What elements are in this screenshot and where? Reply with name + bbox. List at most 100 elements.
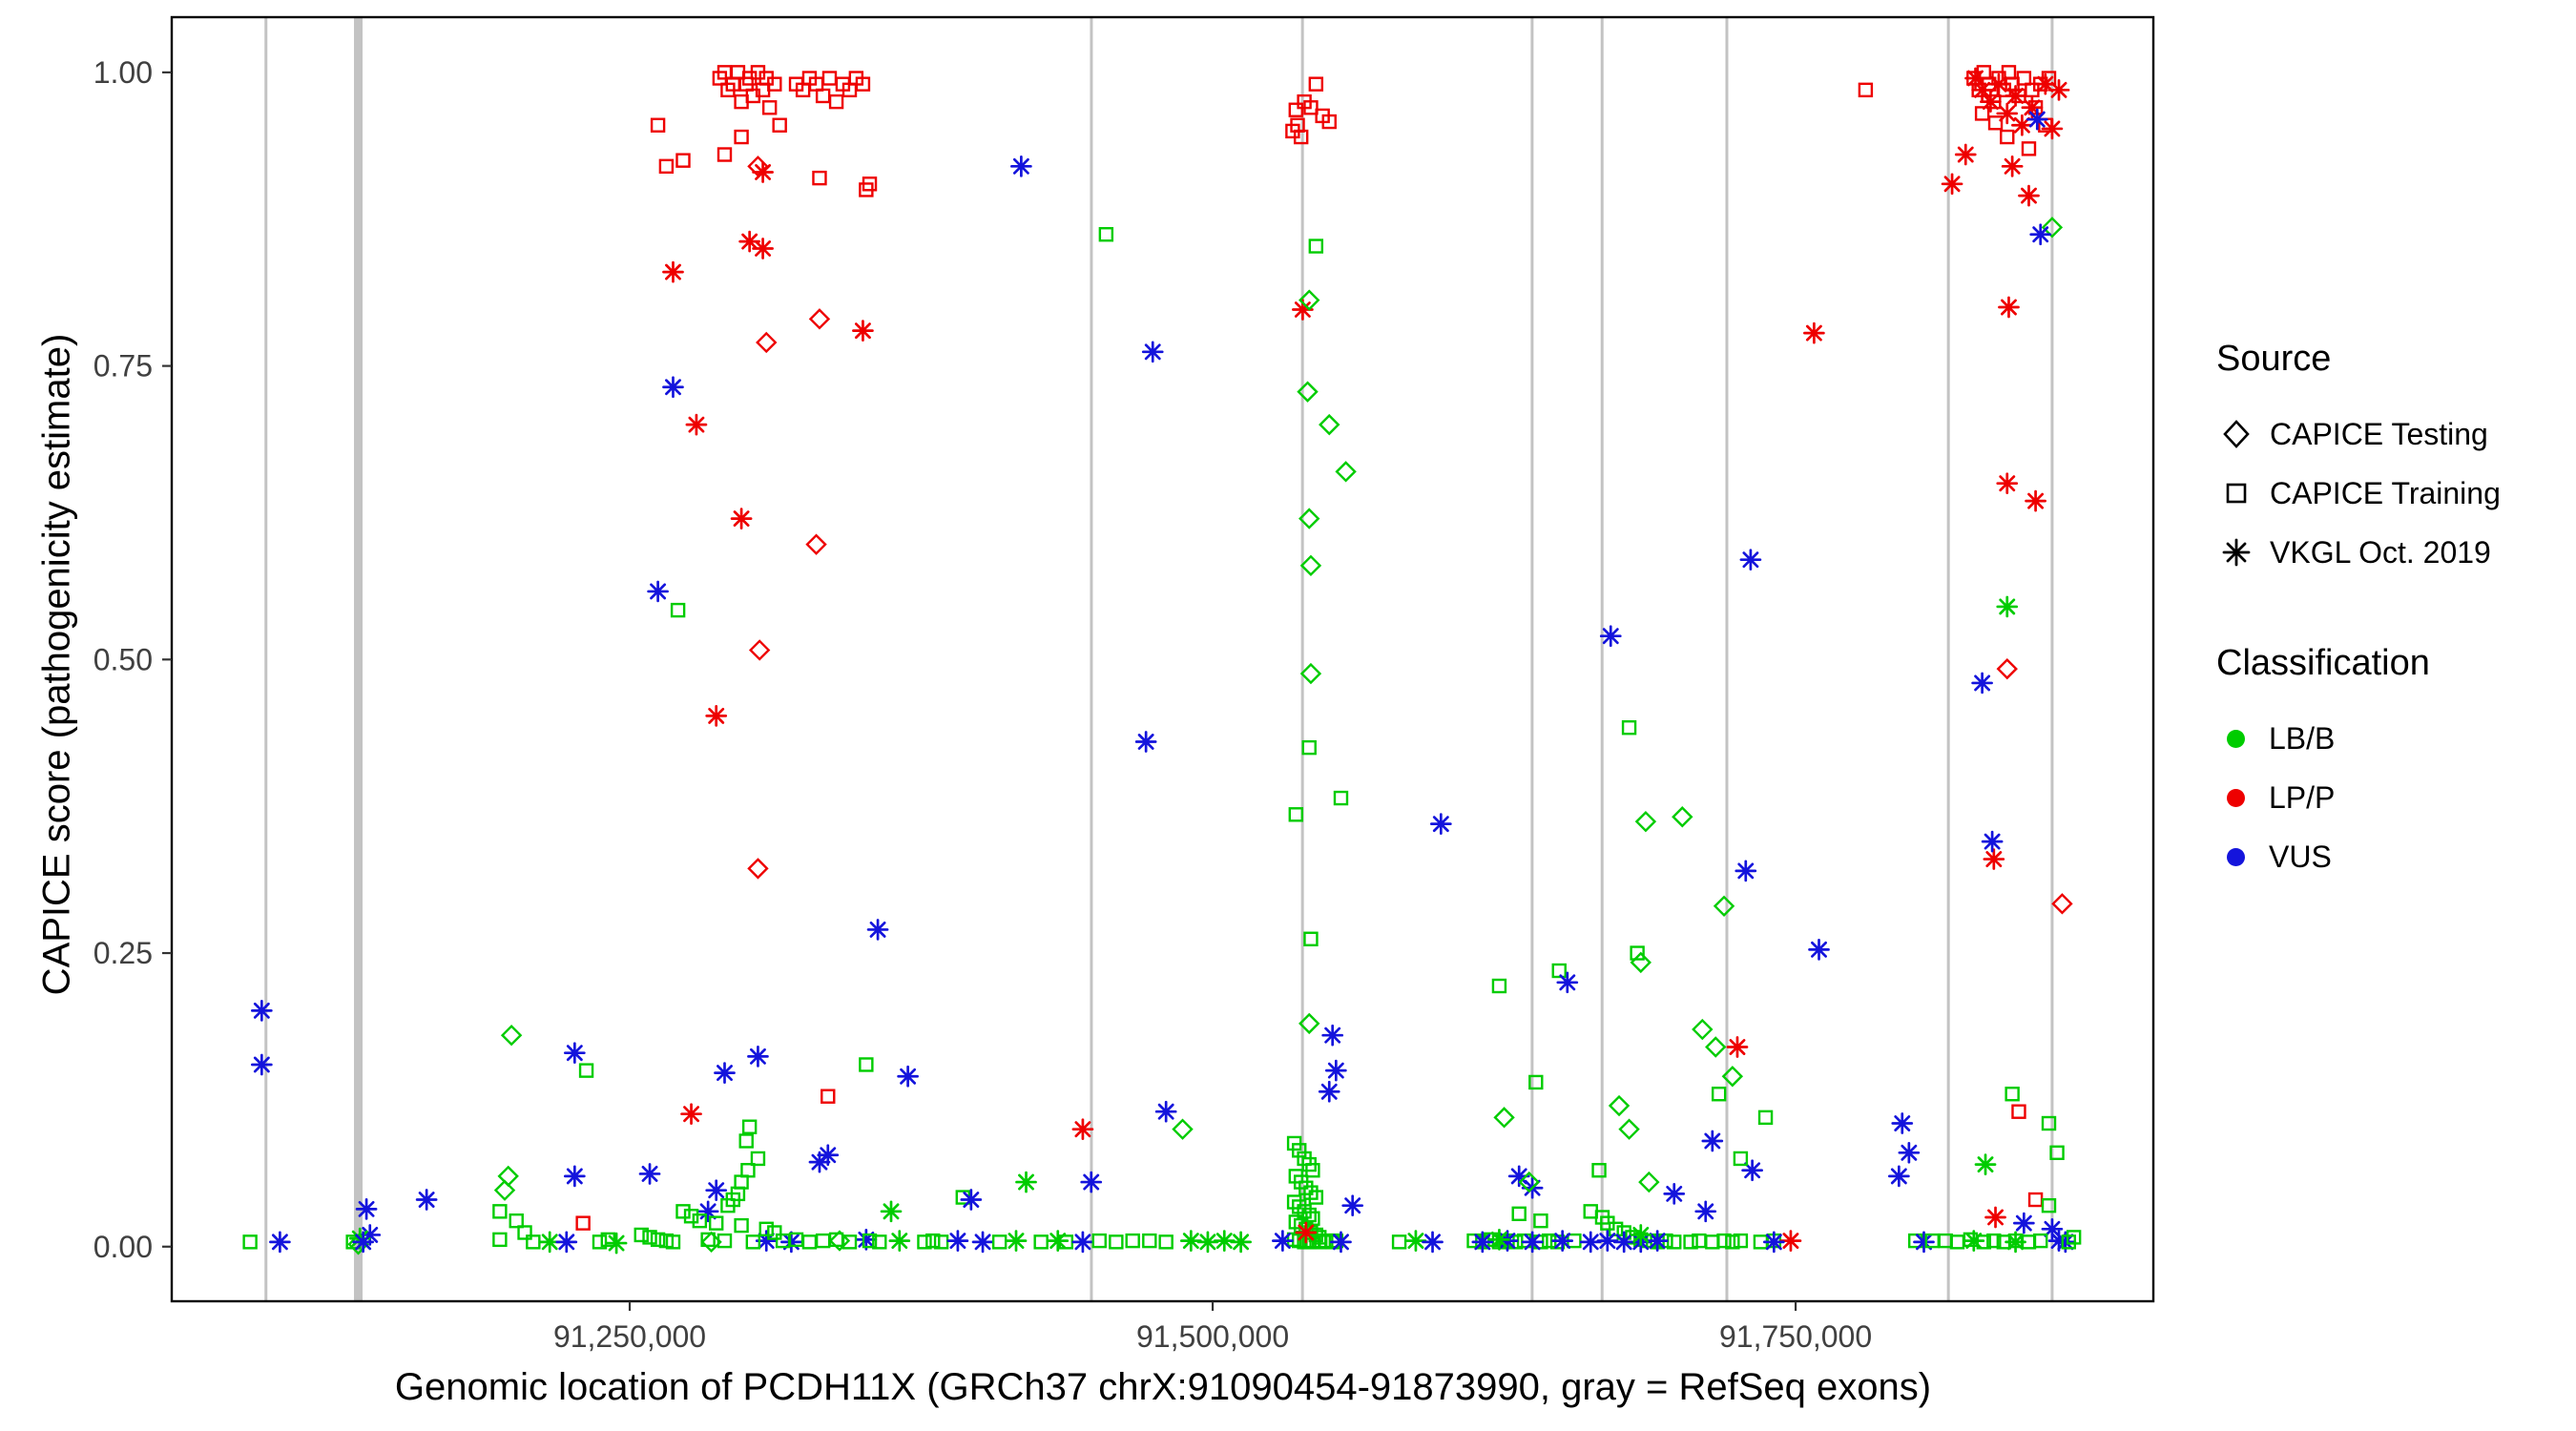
data-point — [2005, 1231, 2026, 1254]
data-point — [2001, 155, 2024, 177]
data-point — [1551, 1230, 1574, 1252]
data-point — [815, 88, 831, 104]
legend-label: LB/B — [2269, 720, 2336, 756]
data-point — [493, 1179, 516, 1201]
data-point — [1158, 1234, 1174, 1250]
data-point — [866, 919, 889, 941]
data-point — [946, 1230, 969, 1252]
data-point — [1608, 1094, 1631, 1117]
data-point — [665, 1234, 681, 1250]
data-point — [638, 1163, 661, 1185]
data-point — [700, 1232, 716, 1248]
data-point — [2005, 1087, 2020, 1102]
data-point — [1974, 1153, 1997, 1175]
legend-item-capice-testing: CAPICE Testing — [2216, 404, 2569, 464]
data-point — [1298, 289, 1320, 311]
data-point — [658, 158, 675, 175]
legend-item-lpp: LP/P — [2216, 768, 2569, 827]
data-point — [1005, 1230, 1028, 1252]
data-point — [734, 1174, 749, 1190]
data-point — [242, 1234, 258, 1250]
data-point — [1142, 1233, 1157, 1249]
legend-item-vkgl: VKGL Oct. 2019 — [2216, 523, 2569, 582]
data-point — [1518, 1171, 1540, 1193]
y-tick-label: 0.75 — [93, 349, 153, 384]
data-point — [2041, 117, 2064, 140]
data-point — [750, 1151, 766, 1167]
data-point — [352, 1231, 375, 1254]
legend-spacer — [2216, 582, 2569, 643]
data-point — [2029, 223, 2052, 246]
data-point — [1618, 1118, 1640, 1140]
data-point — [269, 1231, 291, 1254]
data-point — [1713, 895, 1735, 917]
legend-label: CAPICE Training — [2270, 475, 2501, 510]
data-point — [2016, 71, 2032, 86]
data-point — [767, 1225, 782, 1240]
data-point — [758, 1221, 774, 1236]
data-point — [1308, 1190, 1324, 1205]
data-point — [1298, 1180, 1314, 1195]
data-point — [2041, 217, 2064, 238]
data-point — [1711, 1087, 1727, 1102]
data-point — [1996, 595, 2019, 618]
data-point — [817, 1144, 840, 1167]
data-point — [1125, 1233, 1140, 1249]
data-point — [1330, 1231, 1352, 1254]
data-point — [683, 1209, 699, 1224]
data-point — [1971, 672, 1993, 695]
data-point — [2047, 78, 2070, 101]
data-point — [752, 161, 774, 183]
data-point — [492, 1204, 508, 1219]
data-point — [1298, 508, 1320, 529]
data-point — [1015, 1171, 1037, 1193]
data-point — [500, 1025, 523, 1047]
data-point — [685, 413, 708, 436]
data-point — [662, 376, 684, 399]
data-point — [1987, 73, 2010, 95]
data-point — [415, 1189, 438, 1211]
data-point — [1741, 1159, 1763, 1182]
data-point — [1404, 1230, 1427, 1252]
square-icon — [2226, 483, 2247, 504]
data-point — [1471, 1231, 1494, 1254]
data-point — [1998, 296, 2020, 319]
data-point — [1608, 1221, 1624, 1236]
data-point — [1071, 1118, 1094, 1141]
data-point — [815, 1233, 831, 1249]
legend-label: LP/P — [2269, 779, 2336, 815]
data-point — [1996, 472, 2019, 495]
data-point — [1429, 813, 1452, 835]
data-point — [1528, 1074, 1544, 1090]
legend-item-capice-training: CAPICE Training — [2216, 464, 2569, 523]
data-point — [862, 176, 878, 192]
data-point — [738, 230, 760, 253]
data-point — [1172, 1118, 1194, 1140]
data-point — [1298, 1012, 1320, 1035]
data-point — [828, 1230, 851, 1252]
data-point — [675, 153, 691, 168]
data-point — [1630, 951, 1652, 974]
data-point — [670, 602, 686, 618]
y-tick-label: 0.50 — [93, 642, 153, 676]
data-point — [872, 1234, 887, 1250]
data-point — [1739, 549, 1762, 571]
data-point — [1954, 143, 1977, 166]
data-point — [1630, 1224, 1652, 1246]
points-layer — [242, 65, 2082, 1255]
data-point — [1634, 810, 1657, 833]
data-point — [1779, 1230, 1802, 1252]
data-point — [1986, 1233, 2002, 1249]
lbb-dot-icon — [2227, 729, 2245, 748]
data-point — [767, 76, 782, 92]
data-point — [1646, 1230, 1669, 1252]
data-point — [841, 1234, 858, 1250]
data-point — [1612, 1231, 1635, 1254]
data-point — [1033, 1234, 1049, 1250]
data-point — [700, 1231, 722, 1254]
data-point — [575, 1215, 591, 1231]
data-point — [772, 117, 787, 133]
x-tick-label: 91,750,000 — [1719, 1319, 1872, 1354]
data-point — [1324, 1059, 1347, 1082]
